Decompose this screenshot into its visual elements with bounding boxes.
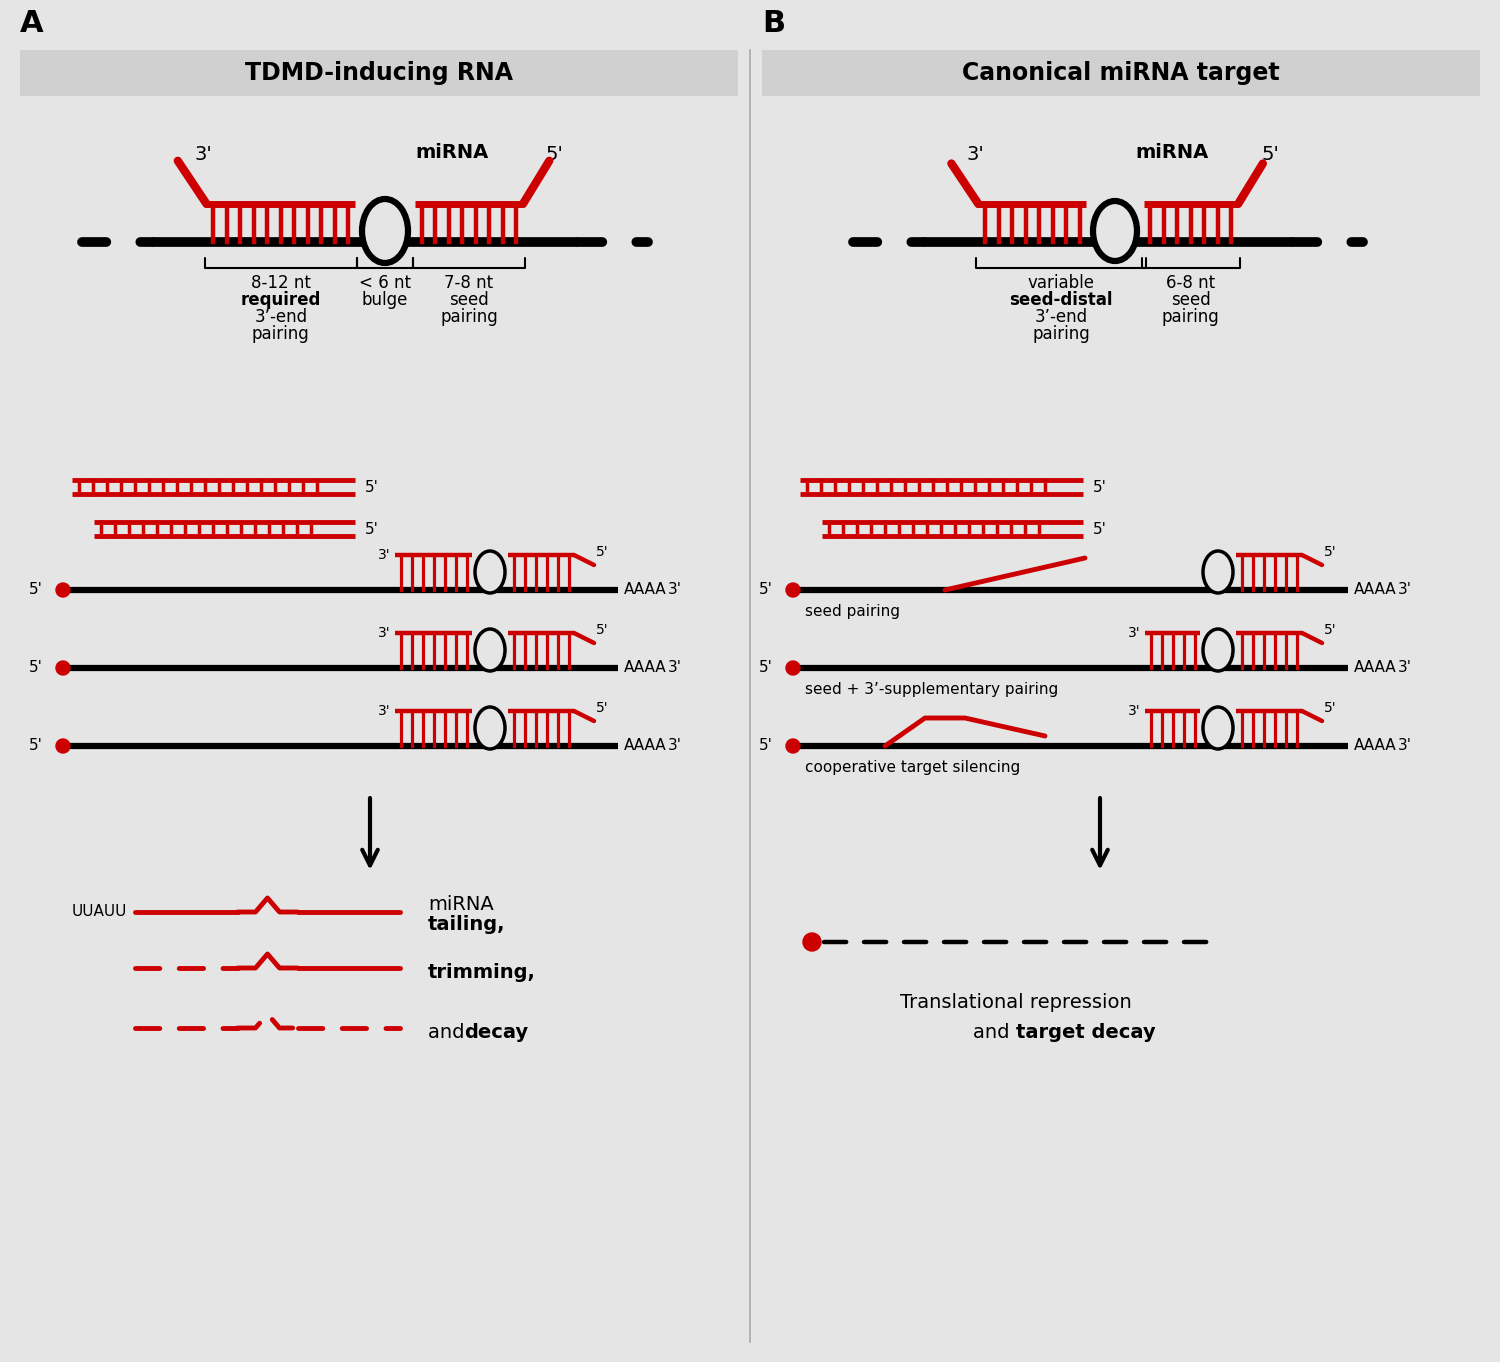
Circle shape <box>56 661 70 676</box>
FancyBboxPatch shape <box>762 50 1480 95</box>
Text: 3': 3' <box>1128 627 1142 640</box>
Text: decay: decay <box>464 1023 528 1042</box>
Ellipse shape <box>362 199 408 263</box>
Text: B: B <box>762 10 784 38</box>
Text: variable: variable <box>1028 274 1095 291</box>
Text: 5': 5' <box>28 583 44 598</box>
Text: 3': 3' <box>668 583 682 598</box>
Text: miRNA: miRNA <box>416 143 489 162</box>
Text: tailing,: tailing, <box>427 914 506 933</box>
Text: 5': 5' <box>596 701 609 715</box>
Text: < 6 nt: < 6 nt <box>358 274 411 291</box>
Circle shape <box>786 740 800 753</box>
Text: A: A <box>20 10 44 38</box>
Circle shape <box>786 661 800 676</box>
Text: AAAA: AAAA <box>1354 583 1396 598</box>
Text: 5': 5' <box>1094 522 1107 537</box>
Circle shape <box>802 933 820 951</box>
Text: 3’-end: 3’-end <box>255 308 308 326</box>
Text: and: and <box>974 1023 1016 1042</box>
Text: and: and <box>427 1023 471 1042</box>
Text: AAAA: AAAA <box>624 738 666 753</box>
Text: 5': 5' <box>759 738 772 753</box>
Text: 5': 5' <box>1324 701 1336 715</box>
Text: 3': 3' <box>668 738 682 753</box>
Ellipse shape <box>1203 707 1233 749</box>
Text: AAAA: AAAA <box>624 661 666 676</box>
Text: seed + 3’-supplementary pairing: seed + 3’-supplementary pairing <box>806 682 1059 697</box>
Text: pairing: pairing <box>1032 326 1090 343</box>
Text: 3': 3' <box>966 144 984 163</box>
Text: 5': 5' <box>759 661 772 676</box>
Text: UUAUU: UUAUU <box>72 904 128 919</box>
Text: 3’-end: 3’-end <box>1035 308 1088 326</box>
Text: 5': 5' <box>28 738 44 753</box>
Text: 5': 5' <box>1324 545 1336 558</box>
Text: AAAA: AAAA <box>1354 661 1396 676</box>
Text: 6-8 nt: 6-8 nt <box>1167 274 1215 291</box>
Text: 5': 5' <box>546 144 564 163</box>
Text: 5': 5' <box>1094 479 1107 494</box>
Text: 5': 5' <box>364 479 380 494</box>
Text: miRNA: miRNA <box>1136 143 1209 162</box>
Text: 5': 5' <box>1262 144 1280 163</box>
Text: 3': 3' <box>1398 738 1411 753</box>
Text: seed: seed <box>448 291 489 309</box>
Text: 3': 3' <box>378 627 392 640</box>
Text: 3': 3' <box>1398 583 1411 598</box>
Text: AAAA: AAAA <box>1354 738 1396 753</box>
Ellipse shape <box>1094 202 1137 262</box>
Text: target decay: target decay <box>1016 1023 1155 1042</box>
Text: TDMD-inducing RNA: TDMD-inducing RNA <box>244 61 513 84</box>
Text: Canonical miRNA target: Canonical miRNA target <box>962 61 1280 84</box>
Text: miRNA: miRNA <box>427 895 494 914</box>
Text: trimming,: trimming, <box>427 963 536 982</box>
Text: seed pairing: seed pairing <box>806 603 900 618</box>
Text: 5': 5' <box>596 545 609 558</box>
Text: 5': 5' <box>364 522 380 537</box>
Text: Translational repression: Translational repression <box>900 993 1132 1012</box>
Text: cooperative target silencing: cooperative target silencing <box>806 760 1020 775</box>
Ellipse shape <box>1203 552 1233 592</box>
Text: pairing: pairing <box>1162 308 1220 326</box>
Text: 3': 3' <box>1398 661 1411 676</box>
Text: 3': 3' <box>1128 704 1142 718</box>
Text: pairing: pairing <box>440 308 498 326</box>
Text: seed: seed <box>1172 291 1210 309</box>
Text: 3': 3' <box>378 704 392 718</box>
Text: pairing: pairing <box>252 326 309 343</box>
Text: 3': 3' <box>378 548 392 563</box>
Text: required: required <box>240 291 321 309</box>
Text: 5': 5' <box>596 622 609 637</box>
Text: bulge: bulge <box>362 291 408 309</box>
Ellipse shape <box>1203 629 1233 671</box>
Text: 5': 5' <box>1324 622 1336 637</box>
Text: 3': 3' <box>195 144 213 163</box>
Text: seed-distal: seed-distal <box>1010 291 1113 309</box>
Text: 7-8 nt: 7-8 nt <box>444 274 494 291</box>
Ellipse shape <box>476 629 506 671</box>
Text: 5': 5' <box>759 583 772 598</box>
Text: 3': 3' <box>668 661 682 676</box>
Circle shape <box>56 740 70 753</box>
Circle shape <box>56 583 70 597</box>
Text: AAAA: AAAA <box>624 583 666 598</box>
Ellipse shape <box>476 707 506 749</box>
FancyBboxPatch shape <box>20 50 738 95</box>
Text: 5': 5' <box>28 661 44 676</box>
Text: 8-12 nt: 8-12 nt <box>251 274 310 291</box>
Ellipse shape <box>476 552 506 592</box>
Circle shape <box>786 583 800 597</box>
